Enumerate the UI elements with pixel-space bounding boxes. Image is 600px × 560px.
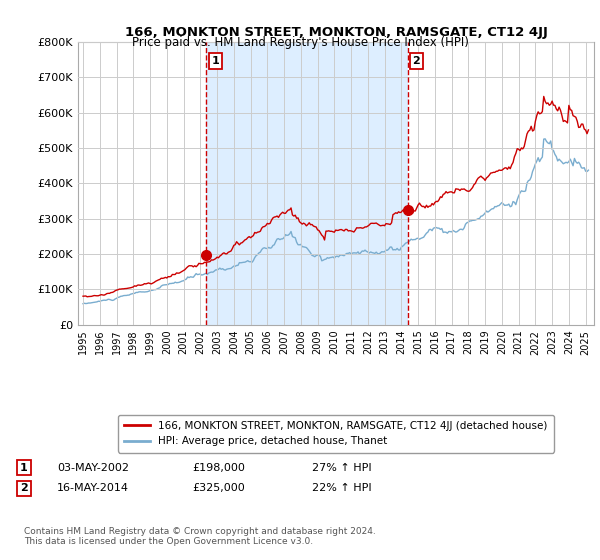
Text: 2: 2 [413,56,421,66]
Text: 03-MAY-2002: 03-MAY-2002 [57,463,129,473]
Text: £198,000: £198,000 [192,463,245,473]
Text: 1: 1 [20,463,28,473]
Text: Price paid vs. HM Land Registry's House Price Index (HPI): Price paid vs. HM Land Registry's House … [131,36,469,49]
Text: Contains HM Land Registry data © Crown copyright and database right 2024.
This d: Contains HM Land Registry data © Crown c… [24,526,376,546]
Text: 1: 1 [212,56,219,66]
Text: 27% ↑ HPI: 27% ↑ HPI [312,463,371,473]
Text: £325,000: £325,000 [192,483,245,493]
Title: 166, MONKTON STREET, MONKTON, RAMSGATE, CT12 4JJ: 166, MONKTON STREET, MONKTON, RAMSGATE, … [125,26,547,39]
Legend: 166, MONKTON STREET, MONKTON, RAMSGATE, CT12 4JJ (detached house), HPI: Average : 166, MONKTON STREET, MONKTON, RAMSGATE, … [118,415,554,452]
Text: 2: 2 [20,483,28,493]
Bar [206,42,407,325]
Text: 16-MAY-2014: 16-MAY-2014 [57,483,129,493]
Text: 22% ↑ HPI: 22% ↑ HPI [312,483,371,493]
